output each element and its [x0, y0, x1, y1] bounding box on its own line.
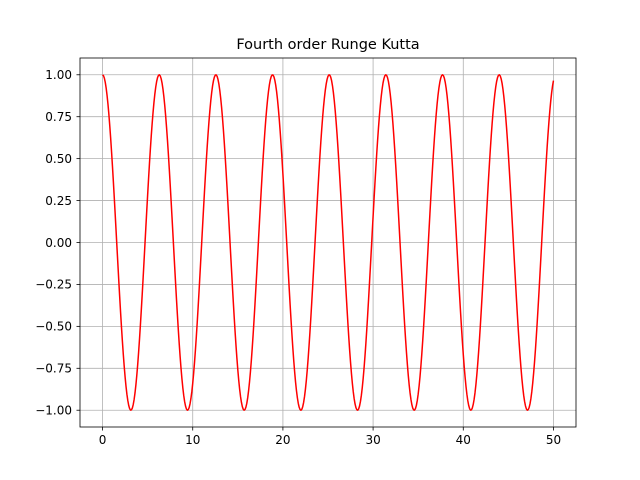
tick-layer: 0 10 20 30 40 50 1.00 0.75 0.50 0.25 0.00 −0.25 −0.5…: [35, 68, 561, 447]
y-tick-label: −0.75: [35, 362, 72, 376]
y-tick-label: 0.25: [45, 194, 72, 208]
series-line: [102, 74, 555, 411]
x-tick-label: 20: [275, 433, 290, 447]
series-layer: [102, 74, 555, 411]
x-tick-label: 30: [365, 433, 380, 447]
y-tick-label: 1.00: [45, 68, 72, 82]
x-tick-label: 10: [185, 433, 200, 447]
x-tick-label: 40: [456, 433, 471, 447]
y-tick-label: −1.00: [35, 404, 72, 418]
y-tick-label: 0.50: [45, 152, 72, 166]
y-tick-label: 0.00: [45, 236, 72, 250]
x-tick-label: 50: [546, 433, 561, 447]
x-tick-label: 0: [99, 433, 107, 447]
y-tick-label: −0.25: [35, 278, 72, 292]
chart-title: Fourth order Runge Kutta: [236, 37, 419, 53]
y-tick-label: 0.75: [45, 110, 72, 124]
y-tick-label: −0.50: [35, 320, 72, 334]
